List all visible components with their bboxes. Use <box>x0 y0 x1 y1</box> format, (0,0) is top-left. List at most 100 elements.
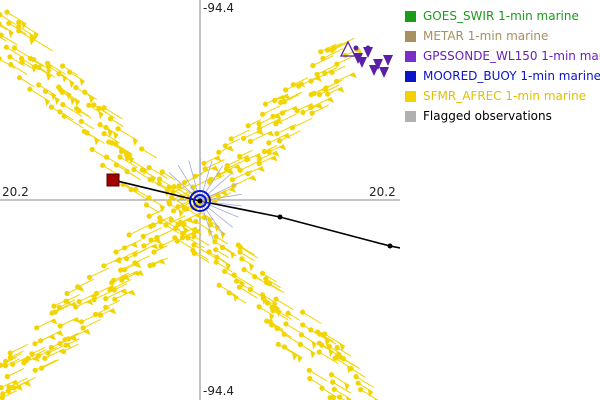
sfmr-wind-barb <box>204 159 225 170</box>
sfmr-wind-flag <box>120 289 128 295</box>
sfmr-wind-barb <box>222 246 237 257</box>
sfmr-wind-barb <box>309 369 328 382</box>
sfmr-observation-point <box>59 89 65 95</box>
sfmr-observation-point <box>290 82 296 88</box>
sfmr-observation-point <box>274 325 280 331</box>
sfmr-observation-point <box>270 113 276 119</box>
sfmr-observation-point <box>266 281 273 287</box>
sfmr-observation-point <box>97 312 104 318</box>
sfmr-observation-point <box>201 160 207 166</box>
sfmr-observation-point <box>126 232 132 238</box>
sfmr-observation-point <box>60 102 66 108</box>
sfmr-observation-point <box>82 89 88 95</box>
sfmr-observation-point <box>7 350 13 356</box>
sfmr-wind-barb <box>172 184 190 193</box>
sfmr-wind-flag <box>278 144 287 151</box>
buoy-wind-barb <box>199 193 242 202</box>
observation-plot <box>0 0 400 400</box>
sfmr-observation-point <box>252 274 258 280</box>
sfmr-observation-point <box>240 135 247 141</box>
sfmr-wind-flag <box>74 98 80 107</box>
sfmr-wind-barb <box>89 267 109 278</box>
sfmr-observation-point <box>91 102 97 108</box>
sfmr-observation-point <box>146 164 152 171</box>
sfmr-observation-point <box>93 290 100 296</box>
sfmr-observation-point <box>222 143 228 149</box>
sfmr-observation-point <box>228 136 234 142</box>
sfmr-observation-point <box>281 99 287 105</box>
observation-map[interactable]: -94.4 -94.4 20.2 20.2 <box>0 0 400 400</box>
sfmr-wind-barb <box>193 244 215 258</box>
sfmr-wind-barb <box>0 34 18 46</box>
gpssonde-point <box>353 45 359 51</box>
sfmr-observation-point <box>171 208 177 214</box>
sfmr-wind-flag <box>269 312 275 321</box>
sfmr-wind-barb <box>59 299 75 308</box>
sfmr-observation-point <box>16 75 23 81</box>
buoy-wind-barb <box>199 200 239 218</box>
sfmr-observation-point <box>281 331 287 337</box>
sfmr-observation-point <box>128 186 134 193</box>
sfmr-observation-point <box>11 45 18 51</box>
legend-item-sfmr[interactable]: SFMR_AFREC 1-min marine <box>405 86 586 106</box>
sfmr-observation-point <box>103 296 109 302</box>
sfmr-observation-point <box>96 105 102 111</box>
sfmr-observation-point <box>190 184 196 190</box>
sfmr-wind-flag <box>272 300 278 309</box>
sfmr-wind-barb <box>239 286 258 299</box>
sfmr-observation-point <box>340 356 347 362</box>
sfmr-observation-point <box>124 256 130 262</box>
sfmr-wind-flag <box>210 166 219 172</box>
sfmr-observation-point <box>57 340 63 347</box>
sfmr-wind-barb <box>310 71 331 82</box>
sfmr-observation-point <box>56 304 62 310</box>
sfmr-observation-point <box>331 45 337 51</box>
sfmr-observation-point <box>256 161 262 167</box>
sfmr-wind-barb <box>324 333 346 347</box>
sfmr-wind-barb <box>339 396 346 400</box>
legend-item-goes-swir[interactable]: GOES_SWIR 1-min marine <box>405 6 579 26</box>
sfmr-observation-point <box>148 237 154 243</box>
sfmr-observation-point <box>337 394 343 400</box>
legend-item-moored-buoy[interactable]: MOORED_BUOY 1-min marine <box>405 66 600 86</box>
sfmr-wind-barb <box>275 298 294 311</box>
sfmr-observation-point <box>104 154 110 160</box>
sfmr-observation-point <box>207 222 213 228</box>
legend-swatch-sfmr <box>405 90 416 102</box>
sfmr-wind-barb <box>32 38 53 52</box>
sfmr-observation-point <box>171 184 177 190</box>
sfmr-observation-point <box>7 354 13 361</box>
sfmr-wind-flag <box>107 129 113 138</box>
sfmr-wind-barb <box>336 347 351 357</box>
sfmr-wind-flag <box>274 118 283 125</box>
sfmr-wind-barb <box>265 278 282 289</box>
sfmr-wind-barb <box>187 237 205 249</box>
legend-item-metar[interactable]: METAR 1-min marine <box>405 26 548 46</box>
sfmr-observation-point <box>317 331 323 337</box>
sfmr-wind-flag <box>269 156 278 162</box>
sfmr-observation-point <box>60 348 66 354</box>
sfmr-wind-barb <box>9 343 29 354</box>
sfmr-observation-point <box>60 63 66 69</box>
sfmr-wind-barb <box>239 160 259 171</box>
sfmr-wind-flag <box>297 354 303 363</box>
sfmr-observation-point <box>208 176 214 182</box>
sfmr-wind-barb <box>13 376 36 389</box>
legend-item-flagged[interactable]: Flagged observations <box>405 106 552 126</box>
sfmr-observation-point <box>358 387 364 393</box>
sfmr-wind-flag <box>226 169 234 175</box>
sfmr-wind-flag <box>69 80 75 89</box>
sfmr-wind-flag <box>15 385 23 391</box>
legend-label-flagged: Flagged observations <box>423 109 552 123</box>
sfmr-wind-flag <box>108 308 117 315</box>
sfmr-observation-point <box>191 233 197 239</box>
sfmr-observation-point <box>157 215 163 221</box>
legend-item-gpssonde[interactable]: GPSSONDE_WL150 1-min marine <box>405 46 600 66</box>
sfmr-wind-flag <box>8 29 14 38</box>
sfmr-observation-point <box>25 355 31 361</box>
sfmr-observation-point <box>4 9 10 15</box>
sfmr-observation-point <box>274 131 280 137</box>
sfmr-wind-flag <box>72 317 81 323</box>
sfmr-observation-point <box>0 32 4 38</box>
sfmr-wind-barb <box>279 130 302 142</box>
